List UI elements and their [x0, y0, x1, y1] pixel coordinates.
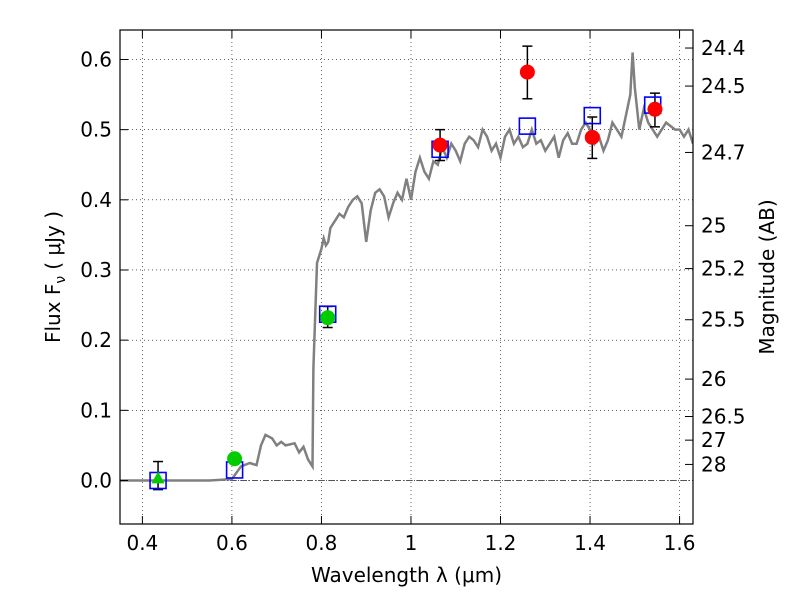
- axis-ticks: [120, 30, 693, 524]
- observed-flux-point: [647, 101, 663, 117]
- y-tick-label: 0.6: [80, 47, 112, 71]
- x-tick-label: 1: [405, 531, 418, 555]
- right-tick-label: 24.7: [701, 140, 746, 164]
- model-photometry-square: [518, 117, 537, 135]
- right-y-axis-label: Magnitude (AB): [755, 199, 779, 354]
- plot-area: [120, 52, 693, 482]
- left-y-axis-label: Flux Fν ( μJy ): [41, 211, 69, 343]
- y-tick-label: 0.4: [80, 188, 112, 212]
- model-spectrum-line: [120, 52, 693, 482]
- x-tick-labels: 0.4 0.6 0.8 1 1.2 1.4 1.6: [126, 531, 695, 555]
- x-tick-label: 1.4: [574, 531, 606, 555]
- y-tick-label: 0.2: [80, 328, 112, 352]
- x-tick-label: 1.2: [485, 531, 517, 555]
- y-tick-label: 0.0: [80, 468, 112, 492]
- left-y-axis-label-subscript: ν: [53, 276, 69, 284]
- right-tick-label: 26.5: [701, 404, 746, 428]
- y-tick-label: 0.3: [80, 258, 112, 282]
- x-axis-label: Wavelength λ (μm): [311, 563, 502, 587]
- right-tick-label: 24.5: [701, 74, 746, 98]
- right-tick-label: 28: [701, 452, 726, 476]
- observed-flux-point: [227, 451, 243, 467]
- observed-flux-point: [432, 137, 448, 153]
- model-photometry-square: [583, 106, 602, 125]
- right-tick-label: 27: [701, 428, 726, 452]
- upper-limit-triangle: [151, 471, 165, 484]
- y-tick-label: 0.5: [80, 118, 112, 142]
- y-tick-labels: 0.0 0.1 0.2 0.3 0.4 0.5 0.6: [80, 47, 112, 492]
- x-tick-label: 0.6: [216, 531, 248, 555]
- x-tick-label: 0.8: [306, 531, 338, 555]
- y-tick-label: 0.1: [80, 398, 112, 422]
- right-tick-label: 26: [701, 367, 726, 391]
- right-tick-label: 25: [701, 214, 726, 238]
- observed-flux-point: [584, 129, 600, 145]
- plot-frame: [119, 29, 694, 525]
- left-y-axis-label-main: Flux F: [41, 284, 65, 343]
- x-tick-label: 1.6: [664, 531, 696, 555]
- right-tick-label: 24.4: [701, 36, 746, 60]
- observed-flux-point: [320, 310, 336, 326]
- data-markers: [149, 64, 663, 490]
- observed-flux-point: [519, 64, 535, 80]
- left-y-axis-label-unit: ( μJy ): [41, 211, 65, 270]
- grid-lines: [120, 30, 693, 524]
- right-tick-label: 25.2: [701, 257, 746, 281]
- right-tick-label: 25.5: [701, 308, 746, 332]
- x-tick-label: 0.4: [126, 531, 158, 555]
